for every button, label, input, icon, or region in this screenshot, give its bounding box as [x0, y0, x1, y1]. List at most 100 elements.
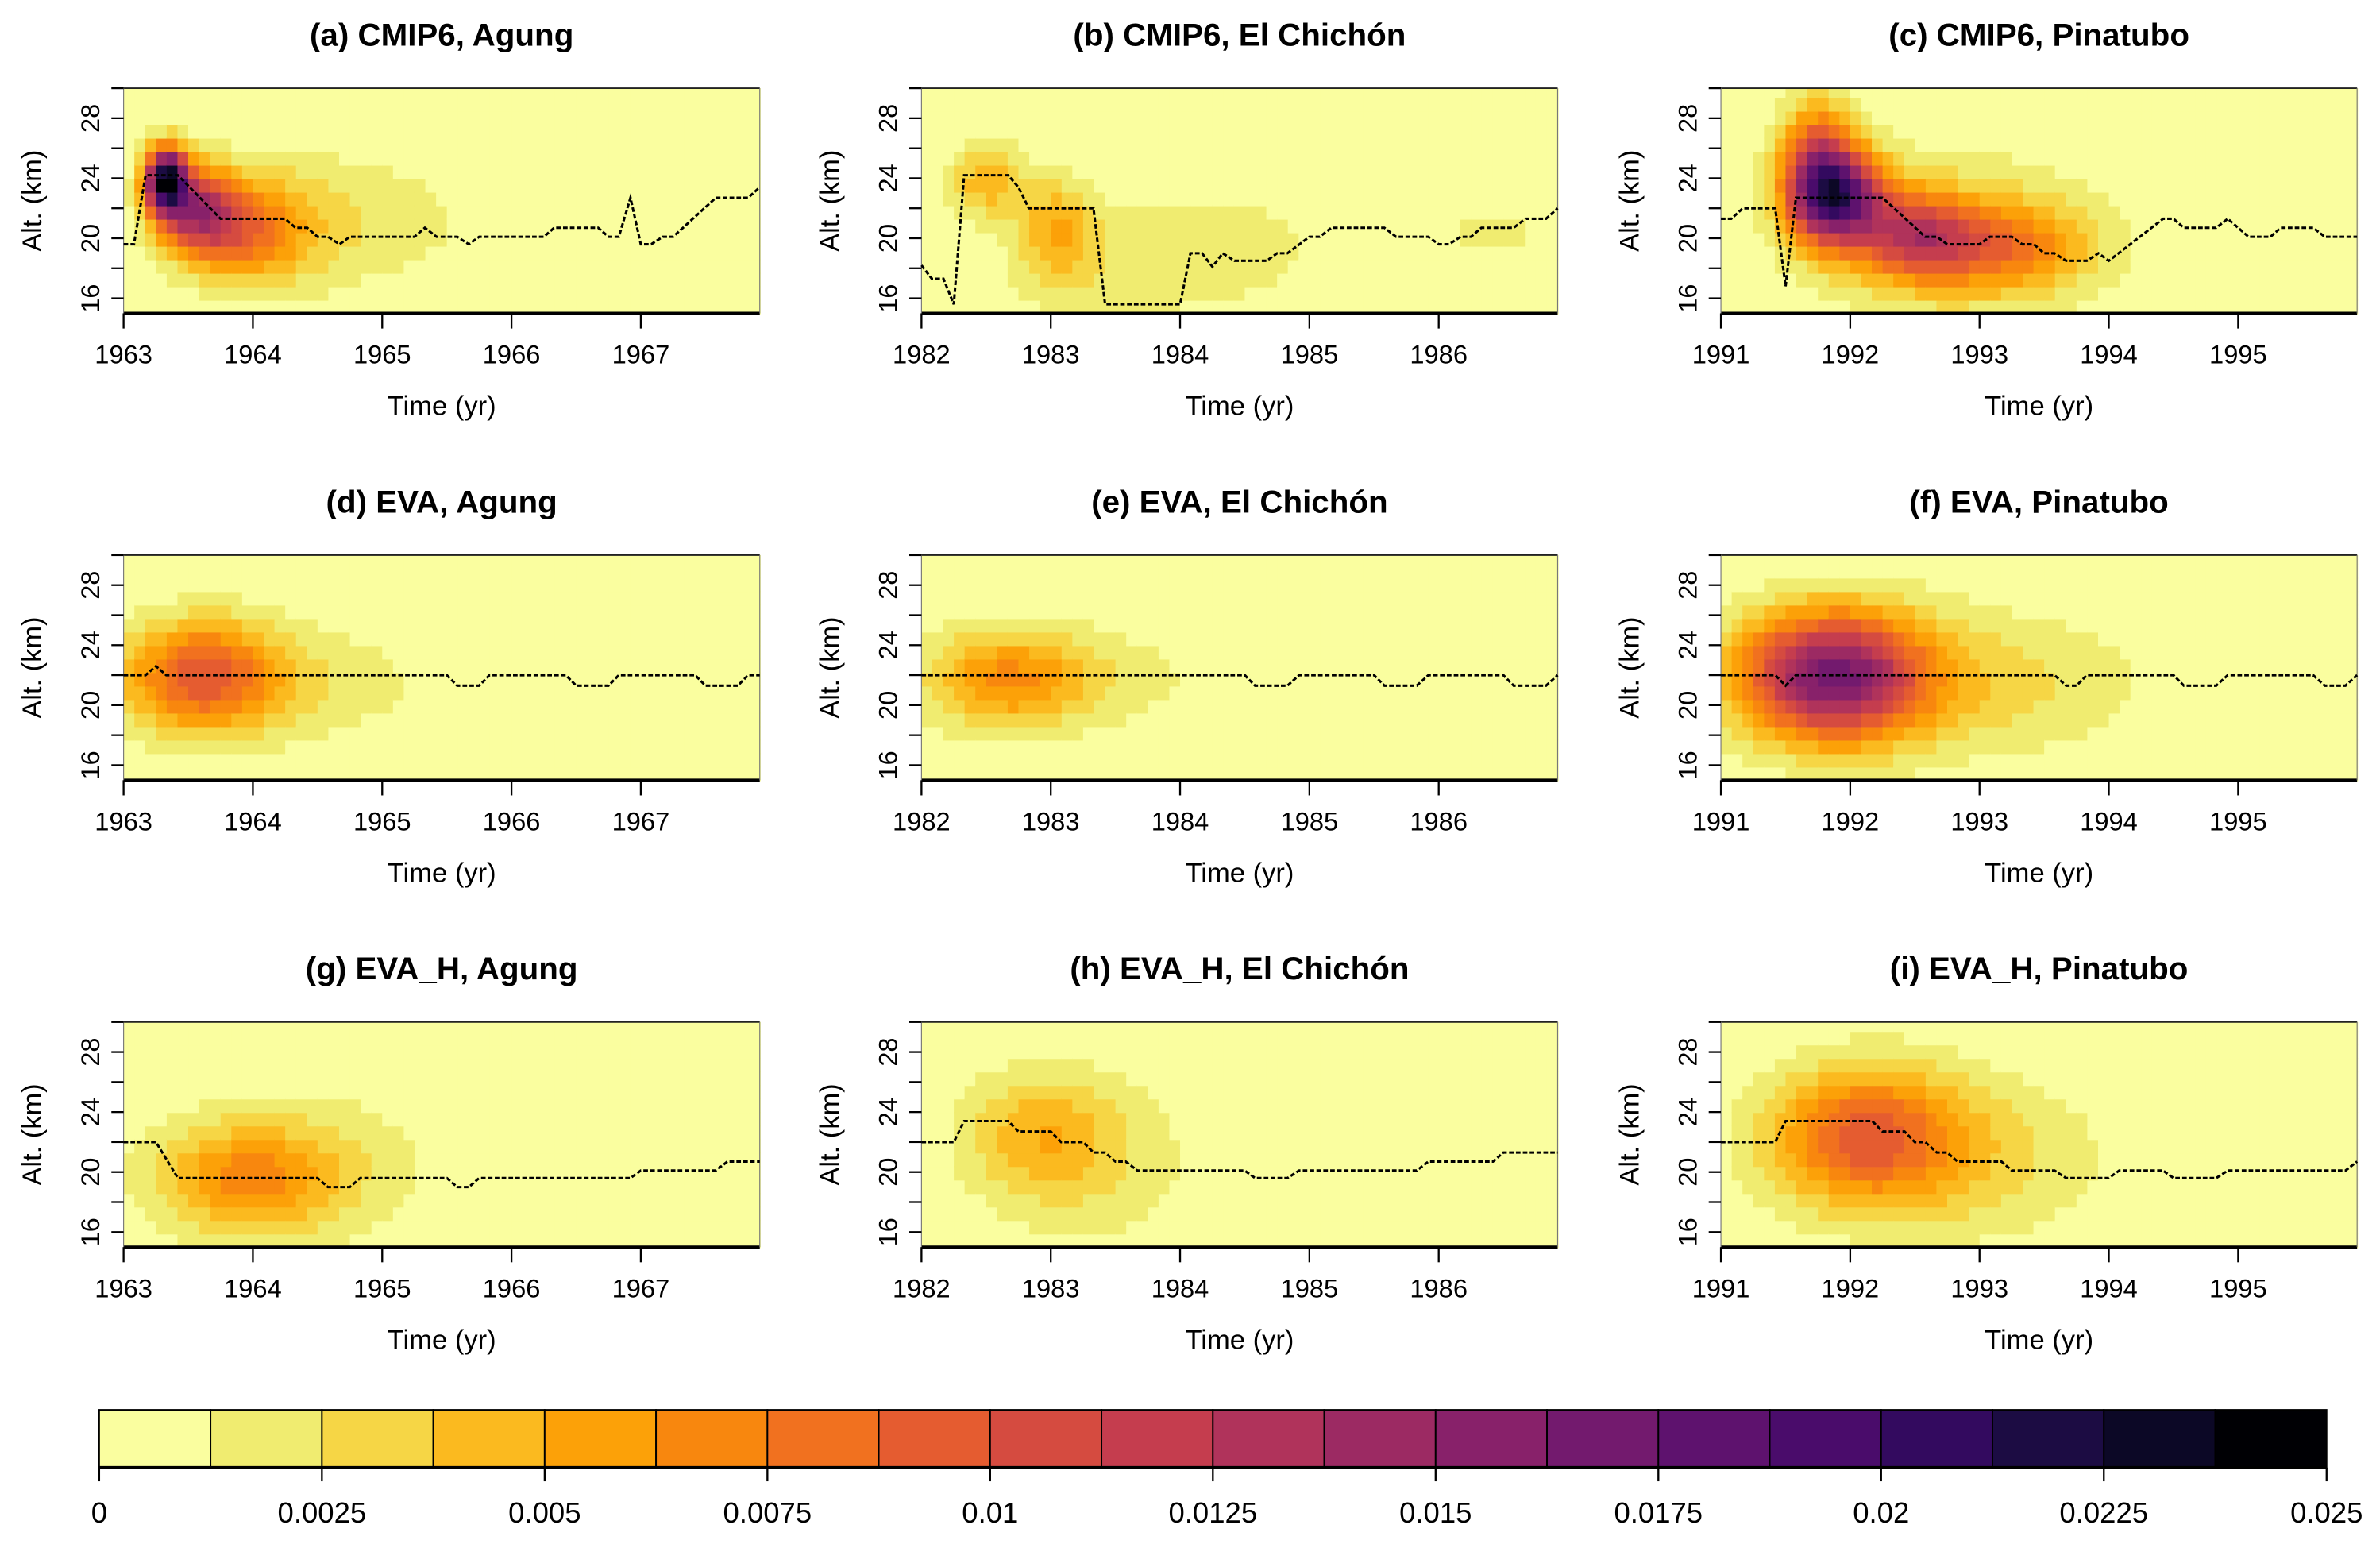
heatmap-cell — [1471, 259, 1483, 273]
heatmap-cell — [1471, 164, 1483, 179]
heatmap-cell — [1169, 685, 1181, 700]
heatmap-cell — [1514, 232, 1526, 246]
heatmap-cell — [285, 555, 297, 565]
heatmap-cell — [447, 272, 459, 287]
heatmap-cell — [1915, 245, 1927, 260]
heatmap-cell — [1818, 97, 1830, 111]
heatmap-cell — [705, 753, 717, 767]
heatmap-cell — [1364, 88, 1375, 98]
heatmap-cell — [436, 726, 448, 740]
heatmap-cell — [943, 245, 955, 260]
heatmap-cell — [986, 178, 998, 192]
heatmap-cell — [1482, 286, 1494, 300]
heatmap-cell — [1958, 286, 1970, 300]
heatmap-cell — [1083, 218, 1095, 233]
heatmap-cell — [2282, 110, 2293, 125]
heatmap-cell — [932, 699, 944, 713]
heatmap-cell — [2066, 286, 2077, 300]
heatmap-cell — [167, 97, 179, 111]
heatmap-cell — [1310, 726, 1321, 740]
heatmap-cell — [490, 97, 502, 111]
heatmap-cell — [738, 631, 750, 646]
heatmap-cell — [134, 631, 146, 646]
heatmap-cell — [231, 577, 243, 592]
heatmap-cell — [1352, 618, 1364, 632]
heatmap-cell — [1094, 726, 1105, 740]
heatmap-cell — [1406, 712, 1418, 727]
heatmap-cell — [954, 604, 966, 619]
heatmap-cell — [511, 555, 523, 565]
heatmap-cell — [210, 577, 222, 592]
heatmap-cell — [986, 577, 998, 592]
heatmap-cell — [1137, 137, 1149, 152]
heatmap-cell — [393, 259, 405, 273]
heatmap-cell — [2023, 110, 2035, 125]
heatmap-cell — [1406, 699, 1418, 713]
heatmap-cell — [124, 591, 136, 605]
heatmap-cell — [1850, 124, 1862, 138]
heatmap-cell — [1861, 124, 1873, 138]
heatmap-cell — [749, 712, 761, 727]
heatmap-cell — [134, 685, 146, 700]
heatmap-cell — [511, 137, 523, 152]
heatmap-cell — [2055, 164, 2067, 179]
heatmap-cell — [318, 577, 330, 592]
heatmap-cell — [415, 97, 426, 111]
heatmap-cell — [1883, 272, 1895, 287]
heatmap-cell — [1721, 97, 1733, 111]
heatmap-cell — [975, 591, 987, 605]
heatmap-cell — [221, 618, 233, 632]
heatmap-cell — [1244, 110, 1256, 125]
heatmap-cell — [231, 739, 243, 754]
heatmap-cell — [242, 645, 254, 659]
heatmap-cell — [523, 151, 534, 165]
heatmap-cell — [1223, 151, 1235, 165]
heatmap-cell — [2270, 259, 2282, 273]
heatmap-cell — [1234, 631, 1246, 646]
heatmap-cell — [1947, 178, 1959, 192]
x-tick-label: 1963 — [95, 807, 152, 836]
heatmap-cell — [1732, 272, 1744, 287]
heatmap-cell — [2109, 110, 2121, 125]
heatmap-cell — [1482, 272, 1494, 287]
heatmap-cell — [1256, 110, 1267, 125]
heatmap-cell — [188, 124, 200, 138]
heatmap-cell — [1385, 712, 1397, 727]
heatmap-cell — [1310, 178, 1321, 192]
heatmap-cell — [156, 645, 168, 659]
heatmap-cell — [1310, 739, 1321, 754]
heatmap-cell — [2282, 137, 2293, 152]
heatmap-cell — [1536, 272, 1548, 287]
heatmap-cell — [479, 618, 491, 632]
heatmap-cell — [705, 712, 717, 727]
heatmap-cell — [1223, 286, 1235, 300]
heatmap-cell — [1051, 685, 1063, 700]
heatmap-cell — [479, 577, 491, 592]
heatmap-cell — [1202, 712, 1213, 727]
heatmap-cell — [1915, 124, 1927, 138]
heatmap-cell — [1732, 97, 1744, 111]
heatmap-cell — [652, 259, 664, 273]
heatmap-cell — [328, 577, 340, 592]
heatmap-cell — [318, 272, 330, 287]
heatmap-cell — [1872, 205, 1884, 219]
heatmap-cell — [1159, 591, 1171, 605]
heatmap-cell — [2077, 245, 2089, 260]
heatmap-cell — [469, 191, 480, 206]
heatmap-cell — [134, 739, 146, 754]
heatmap-cell — [469, 151, 480, 165]
heatmap-cell — [1525, 272, 1537, 287]
heatmap-cell — [997, 164, 1009, 179]
heatmap-cell — [1460, 259, 1472, 273]
heatmap-cell — [598, 555, 610, 565]
heatmap-cell — [1439, 272, 1451, 287]
heatmap-cell — [1169, 726, 1181, 740]
heatmap-cell — [662, 685, 674, 700]
heatmap-cell — [393, 591, 405, 605]
heatmap-cell — [1105, 178, 1117, 192]
heatmap-cell — [652, 726, 664, 740]
heatmap-cell — [965, 726, 977, 740]
heatmap-cell — [2044, 205, 2056, 219]
heatmap-cell — [469, 97, 480, 111]
